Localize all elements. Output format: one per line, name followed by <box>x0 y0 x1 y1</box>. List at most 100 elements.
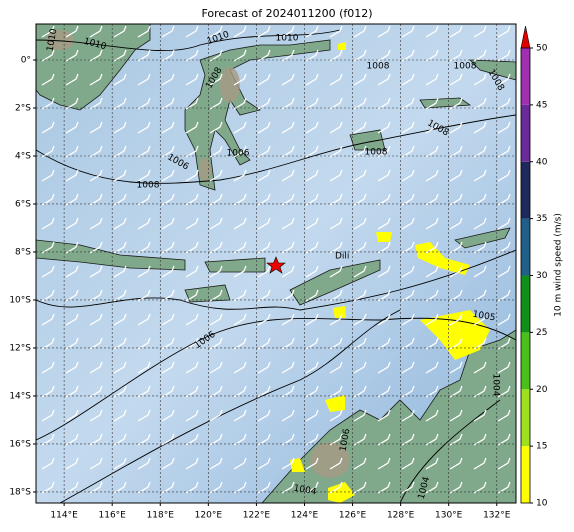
wind-barb <box>473 217 487 230</box>
wind-barb <box>377 241 391 254</box>
wind-barb <box>41 361 55 374</box>
wind-barb <box>377 337 391 350</box>
wind-barb <box>113 385 127 398</box>
wind-barb <box>497 25 511 38</box>
wind-barb <box>281 409 295 422</box>
colorbar-tick-label: 35 <box>536 214 547 224</box>
wind-barb <box>257 313 271 326</box>
wind-barb <box>401 241 415 254</box>
wind-barb <box>161 145 175 158</box>
wind-barb <box>449 409 463 422</box>
wind-barb <box>401 361 415 374</box>
wind-barb <box>401 313 415 326</box>
wind-barb <box>473 361 487 374</box>
wind-barb <box>281 25 295 38</box>
wind-barb <box>329 457 343 470</box>
wind-barb <box>305 217 319 230</box>
terrain <box>46 30 350 478</box>
wind-barb <box>89 169 103 182</box>
wind-barb <box>137 457 151 470</box>
wind-barb <box>65 481 79 494</box>
wind-barb <box>401 25 415 38</box>
wind-barb <box>329 385 343 398</box>
wind-barb <box>305 337 319 350</box>
wind-barb <box>137 433 151 446</box>
wind-barb <box>41 337 55 350</box>
wind-barb <box>425 337 439 350</box>
wind-barb <box>89 313 103 326</box>
wind-barb <box>89 409 103 422</box>
wind-barb <box>449 97 463 110</box>
wind-barb <box>41 481 55 494</box>
wind-barb <box>257 121 271 134</box>
wind-barb <box>185 289 199 302</box>
wind-barb <box>161 289 175 302</box>
wind-barb <box>137 241 151 254</box>
wind-barb <box>113 97 127 110</box>
wind-barb <box>209 409 223 422</box>
wind-barb <box>377 481 391 494</box>
wind-barb <box>209 337 223 350</box>
wind-barb <box>41 289 55 302</box>
wind-barb <box>353 409 367 422</box>
x-tick-label: 114°E <box>50 511 78 521</box>
wind-barb <box>473 409 487 422</box>
wind-barb <box>185 193 199 206</box>
colorbar-tick-label: 20 <box>536 385 548 395</box>
wind-barb <box>425 49 439 62</box>
wind-barb <box>209 25 223 38</box>
wind-barb <box>113 145 127 158</box>
wind-barb <box>41 385 55 398</box>
wind-barb <box>425 193 439 206</box>
wind-barb <box>281 361 295 374</box>
wind-barb <box>305 97 319 110</box>
wind-barb <box>353 289 367 302</box>
wind-barb <box>305 385 319 398</box>
wind-barb <box>185 145 199 158</box>
wind-barb <box>137 169 151 182</box>
wind-barb <box>65 241 79 254</box>
wind-barb <box>305 361 319 374</box>
wind-barb <box>65 409 79 422</box>
wind-barb <box>65 193 79 206</box>
wind-barb <box>41 217 55 230</box>
wind-barbs <box>41 25 511 494</box>
wind-barb <box>161 241 175 254</box>
wind-barb <box>425 121 439 134</box>
wind-barb <box>305 313 319 326</box>
wind-barb <box>449 25 463 38</box>
wind-barb <box>89 457 103 470</box>
x-tick-label: 126°E <box>339 511 367 521</box>
wind-barb <box>137 385 151 398</box>
wind-barb <box>497 217 511 230</box>
wind-barb <box>329 361 343 374</box>
wind-barb <box>425 97 439 110</box>
y-tick-label: 2°S <box>15 103 31 113</box>
wind-barb <box>41 169 55 182</box>
wind-barb <box>449 241 463 254</box>
wind-barb <box>65 337 79 350</box>
wind-barb <box>257 193 271 206</box>
wind-barb <box>161 337 175 350</box>
wind-barb <box>473 25 487 38</box>
wind-barb <box>65 361 79 374</box>
wind-barb <box>137 337 151 350</box>
wind-barb <box>449 361 463 374</box>
wind-barb <box>329 97 343 110</box>
colorbar-segment <box>521 48 530 105</box>
wind-barb <box>425 481 439 494</box>
wind-barb <box>329 265 343 278</box>
x-tick-label: 132°E <box>483 511 511 521</box>
wind-barb <box>449 265 463 278</box>
wind-barb <box>305 121 319 134</box>
wind-barb <box>113 457 127 470</box>
wind-barb <box>41 145 55 158</box>
wind-barb <box>401 265 415 278</box>
wind-barb <box>281 145 295 158</box>
wind-barb <box>41 97 55 110</box>
wind-barb <box>497 145 511 158</box>
colorbar-segment <box>521 218 530 276</box>
wind-barb <box>113 49 127 62</box>
wind-barb <box>65 121 79 134</box>
wind-barb <box>41 49 55 62</box>
